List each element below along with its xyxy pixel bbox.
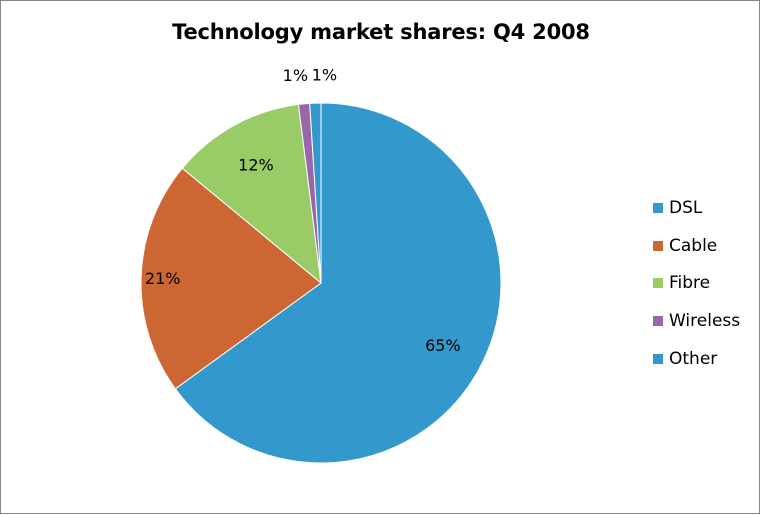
legend: DSL Cable Fibre Wireless Other (653, 198, 740, 386)
legend-label: DSL (669, 198, 703, 218)
data-label-fibre: 12% (238, 156, 274, 175)
legend-label: Fibre (669, 273, 711, 294)
legend-item-dsl: DSL (653, 198, 740, 236)
legend-item-other: Other (653, 349, 740, 387)
chart-title: Technology market shares: Q4 2008 (172, 20, 590, 44)
legend-label: Wireless (669, 311, 741, 332)
pie-slice-dsl (174, 102, 502, 464)
legend-label: Cable (669, 235, 718, 256)
legend-swatch (653, 240, 663, 251)
legend-swatch (653, 278, 663, 289)
data-label-wireless: 1% (283, 66, 308, 85)
legend-swatch (653, 316, 663, 327)
pie-slice-other (309, 102, 322, 284)
legend-item-cable: Cable (653, 236, 740, 274)
data-label-other: 1% (312, 65, 337, 84)
pie-slice-fibre (181, 103, 322, 285)
legend-item-wireless: Wireless (653, 311, 740, 349)
legend-label: Other (669, 348, 718, 369)
legend-item-fibre: Fibre (653, 273, 740, 311)
pie-slice-cable (140, 167, 322, 390)
legend-swatch (653, 353, 663, 364)
data-label-dsl: 65% (425, 336, 461, 355)
data-label-cable: 21% (145, 269, 181, 288)
legend-swatch (653, 203, 663, 213)
